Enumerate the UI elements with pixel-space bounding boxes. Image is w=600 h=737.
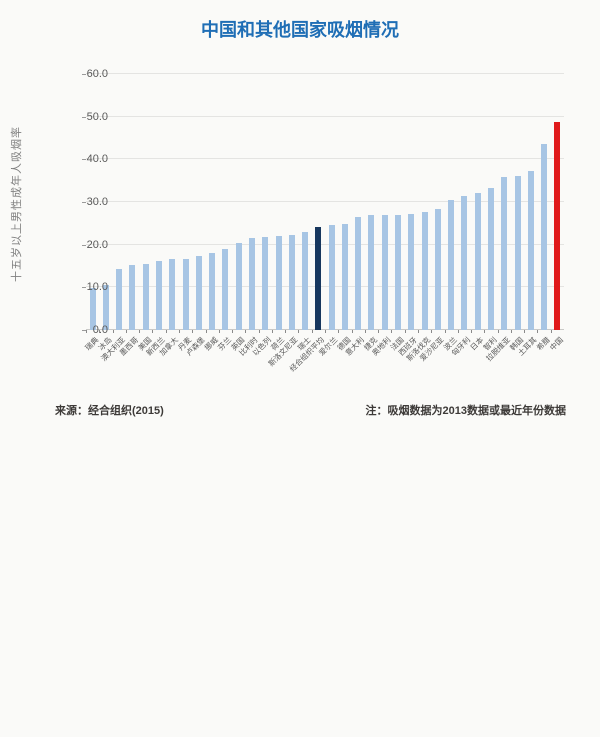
- x-tick-mark: [537, 330, 539, 333]
- bar-希腊: [541, 143, 548, 330]
- bar-墨西哥: [129, 265, 136, 330]
- bar-挪威: [209, 253, 216, 330]
- x-tick-mark: [245, 330, 247, 333]
- source-note: 来源：经合组织(2015): [55, 405, 164, 417]
- bar-卢森堡: [195, 256, 202, 330]
- bar-爱尔兰: [328, 225, 335, 330]
- x-tick-mark: [258, 330, 260, 333]
- chart-title: 中国和其他国家吸烟情况: [201, 20, 399, 40]
- x-tick-mark: [86, 330, 87, 333]
- bar-斯洛文尼亚: [288, 234, 295, 330]
- bar-日本: [474, 193, 481, 330]
- y-tick-label: 30.0: [86, 196, 108, 208]
- gridline: [86, 286, 564, 288]
- gridline: [86, 73, 564, 74]
- bar-中国: [554, 121, 561, 330]
- x-tick-mark: [364, 330, 366, 333]
- y-tick-label: 20.0: [86, 238, 108, 251]
- gridline: [86, 243, 564, 245]
- bar-韩国: [514, 176, 521, 330]
- x-tick-mark: [325, 330, 326, 333]
- y-axis-title: 十五岁以上男性成年人吸烟率: [11, 126, 23, 282]
- x-tick-mark: [99, 330, 101, 333]
- x-tick-mark: [484, 330, 486, 333]
- gridline: [86, 201, 564, 202]
- bar-爱沙尼亚: [434, 208, 441, 330]
- y-tick-mark: [82, 159, 86, 161]
- bar-美国: [142, 263, 149, 330]
- x-tick-mark: [524, 330, 526, 333]
- bar-意大利: [355, 216, 362, 330]
- bar-瑞士: [302, 231, 309, 330]
- x-axis-line: [86, 329, 564, 330]
- y-tick-label: 60.0: [86, 68, 108, 80]
- y-tick-mark: [82, 202, 86, 203]
- y-tick-mark: [82, 244, 86, 246]
- x-tick-mark: [404, 330, 406, 333]
- bar-德国: [341, 224, 348, 330]
- bar-经合组织平均: [315, 226, 322, 330]
- bar-荷兰: [275, 236, 282, 330]
- y-tick-mark: [82, 116, 86, 118]
- gridline: [86, 115, 564, 117]
- x-tick-mark: [391, 330, 393, 333]
- x-tick-mark: [510, 330, 512, 333]
- bar-波兰: [448, 199, 455, 330]
- bar-澳大利亚: [116, 269, 123, 330]
- bar-斯洛伐克: [421, 211, 428, 330]
- bar-奥地利: [381, 214, 388, 330]
- bar-瑞典: [89, 288, 96, 330]
- bar-比利时: [248, 238, 255, 330]
- bar-土耳其: [527, 170, 534, 330]
- bar-西班牙: [408, 214, 415, 330]
- bar-冰岛: [102, 285, 109, 330]
- x-tick-mark: [112, 330, 114, 333]
- x-tick-mark: [205, 330, 207, 333]
- x-tick-mark: [351, 330, 353, 333]
- y-tick-label: 10.0: [86, 281, 108, 294]
- x-tick-mark: [192, 330, 194, 333]
- bar-英国: [235, 242, 242, 330]
- bar-匈牙利: [461, 195, 468, 330]
- x-tick-mark: [457, 330, 459, 333]
- x-tick-mark: [298, 330, 300, 333]
- data-note: 注：吸烟数据为2013数据或最近年份数据: [365, 405, 566, 417]
- bar-法国: [395, 214, 402, 330]
- x-tick-mark: [444, 330, 446, 333]
- bar-新西兰: [156, 261, 163, 330]
- bar-捷克: [368, 215, 375, 330]
- x-tick-mark: [311, 330, 313, 333]
- x-tick-mark: [218, 330, 220, 333]
- y-tick-label: 50.0: [86, 110, 108, 123]
- y-tick-mark: [82, 74, 86, 75]
- bar-芬兰: [222, 249, 229, 330]
- x-tick-mark: [271, 330, 273, 333]
- x-tick-mark: [285, 330, 287, 333]
- y-tick-mark: [82, 330, 86, 331]
- x-tick-mark: [471, 330, 473, 333]
- bar-加拿大: [169, 259, 176, 330]
- x-tick-mark: [417, 330, 419, 333]
- x-tick-mark: [378, 330, 380, 333]
- x-tick-mark: [152, 330, 154, 333]
- x-tick-mark: [178, 330, 180, 333]
- x-tick-mark: [550, 330, 552, 333]
- y-tick-label: 40.0: [86, 153, 108, 166]
- bar-智利: [487, 187, 494, 330]
- x-tick-mark: [431, 330, 433, 333]
- x-tick-mark: [165, 330, 167, 333]
- bar-丹麦: [182, 258, 189, 330]
- plot-area: [86, 73, 564, 330]
- bar-拉脱维亚: [501, 176, 508, 330]
- x-tick-mark: [232, 330, 234, 333]
- gridline: [86, 158, 564, 160]
- x-tick-mark: [497, 330, 499, 333]
- x-tick-mark: [338, 330, 340, 333]
- x-tick-mark: [139, 330, 141, 333]
- x-tick-mark: [125, 330, 127, 333]
- bar-以色列: [262, 236, 269, 330]
- y-tick-mark: [82, 287, 86, 289]
- y-tick-label: 0.0: [92, 324, 108, 336]
